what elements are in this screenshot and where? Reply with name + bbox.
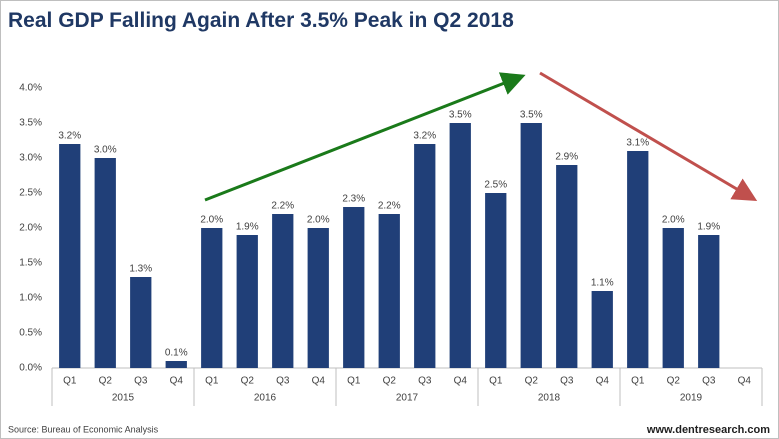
y-tick-label: 3.5%: [19, 118, 42, 129]
value-label: 0.1%: [165, 348, 188, 359]
x-tick-label: Q1: [347, 376, 361, 387]
value-label: 2.9%: [555, 152, 578, 163]
value-label: 2.0%: [307, 215, 330, 226]
group-label: 2019: [680, 393, 703, 404]
bar: [556, 165, 578, 368]
bar: [59, 144, 81, 368]
x-tick-label: Q4: [596, 376, 610, 387]
bar: [414, 144, 436, 368]
x-tick-label: Q4: [170, 376, 184, 387]
y-tick-label: 2.5%: [19, 188, 42, 199]
value-label: 2.5%: [484, 180, 507, 191]
chart-title: Real GDP Falling Again After 3.5% Peak i…: [8, 9, 514, 32]
y-tick-label: 1.0%: [19, 293, 42, 304]
value-label: 1.9%: [697, 222, 720, 233]
group-label: 2018: [538, 393, 561, 404]
x-tick-label: Q2: [525, 376, 539, 387]
bar: [201, 228, 223, 368]
bar: [307, 228, 329, 368]
bar: [94, 158, 116, 368]
up-arrow: [204, 72, 526, 202]
x-tick-label: Q4: [738, 376, 752, 387]
x-tick-label: Q3: [418, 376, 432, 387]
bar: [662, 228, 684, 368]
value-label: 2.0%: [200, 215, 223, 226]
x-tick-label: Q1: [63, 376, 77, 387]
x-tick-label: Q3: [276, 376, 290, 387]
bar: [698, 235, 720, 368]
x-tick-label: Q3: [134, 376, 148, 387]
source: Source: Bureau of Economic Analysis: [8, 424, 159, 434]
value-label: 3.5%: [520, 110, 543, 121]
value-label: 1.3%: [129, 264, 152, 275]
bar: [449, 123, 471, 368]
x-tick-label: Q1: [205, 376, 219, 387]
y-tick-label: 0.0%: [19, 363, 42, 374]
group-label: 2016: [254, 393, 277, 404]
x-tick-label: Q1: [631, 376, 645, 387]
x-tick-label: Q2: [99, 376, 113, 387]
y-tick-label: 4.0%: [19, 83, 42, 94]
bar: [130, 277, 152, 368]
group-label: 2015: [112, 393, 135, 404]
x-tick-label: Q2: [383, 376, 397, 387]
value-label: 3.2%: [413, 131, 436, 142]
value-label: 3.5%: [449, 110, 472, 121]
x-tick-label: Q2: [667, 376, 681, 387]
bar: [378, 214, 400, 368]
down-arrow: [539, 71, 758, 202]
x-tick-label: Q1: [489, 376, 503, 387]
website: www.dentresearch.com: [646, 424, 770, 436]
value-label: 2.3%: [342, 194, 365, 205]
bar: [236, 235, 258, 368]
value-label: 2.2%: [378, 201, 401, 212]
value-label: 2.0%: [662, 215, 685, 226]
x-tick-label: Q4: [454, 376, 468, 387]
y-tick-label: 3.0%: [19, 153, 42, 164]
group-label: 2017: [396, 393, 419, 404]
x-tick-label: Q3: [702, 376, 716, 387]
bar: [520, 123, 542, 368]
bar: [627, 151, 649, 368]
value-label: 3.1%: [626, 138, 649, 149]
bar: [591, 291, 613, 368]
value-label: 2.2%: [271, 201, 294, 212]
value-label: 1.9%: [236, 222, 259, 233]
y-tick-label: 2.0%: [19, 223, 42, 234]
value-label: 1.1%: [591, 278, 614, 289]
x-tick-label: Q4: [312, 376, 326, 387]
value-label: 3.2%: [58, 131, 81, 142]
value-label: 3.0%: [94, 145, 117, 156]
y-tick-label: 1.5%: [19, 258, 42, 269]
y-tick-label: 0.5%: [19, 328, 42, 339]
bar: [343, 207, 365, 368]
bar: [485, 193, 507, 368]
x-tick-label: Q3: [560, 376, 574, 387]
bar: [165, 361, 187, 368]
bar: [272, 214, 294, 368]
x-tick-label: Q2: [241, 376, 255, 387]
